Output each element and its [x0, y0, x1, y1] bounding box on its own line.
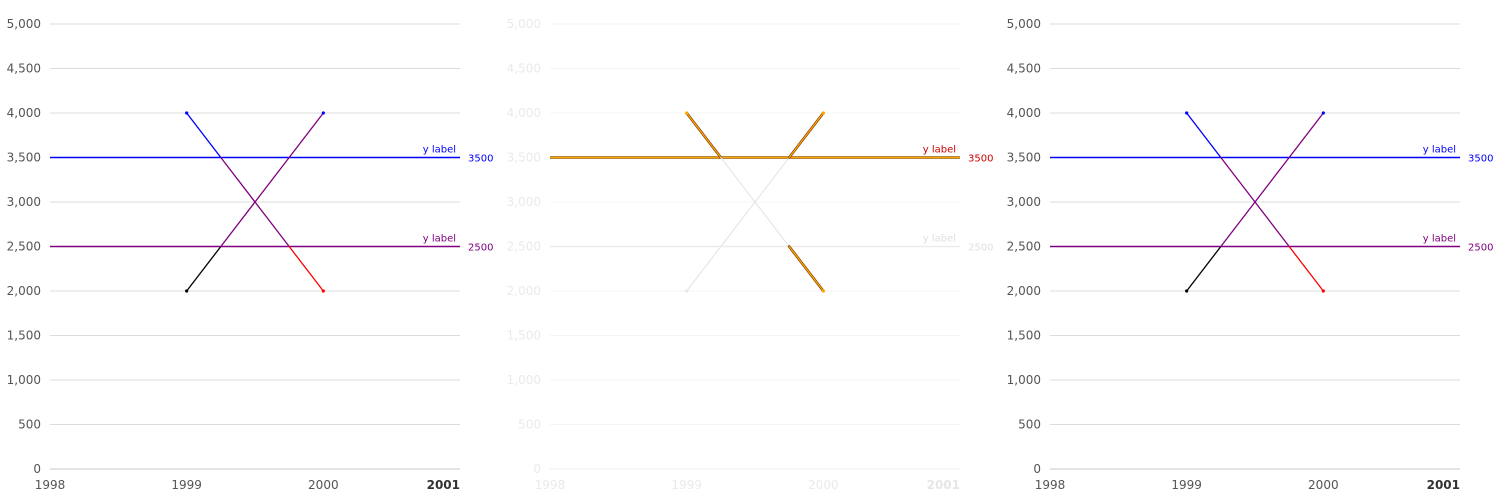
reference-line-label: y label: [923, 234, 956, 245]
x-tick-label: 2000: [308, 478, 339, 492]
data-point: [1185, 111, 1189, 115]
series-segment: [186, 112, 222, 159]
data-point: [185, 289, 189, 293]
reference-line-value: 3500: [968, 154, 993, 165]
series-segment: [288, 112, 324, 159]
series-segment: [720, 156, 790, 248]
reference-line-label: y label: [423, 145, 456, 156]
series-segment: [220, 156, 290, 248]
series-segment: [788, 245, 824, 292]
y-tick-label: 4,000: [7, 106, 41, 120]
data-point: [321, 111, 325, 115]
series-segment: [288, 245, 324, 292]
y-tick-label: 3,500: [1007, 151, 1041, 165]
reference-line-value: 2500: [468, 243, 493, 254]
data-point: [185, 111, 189, 115]
chart-panel-right: 0 500 1,000 1,500 2,000 2,500 3,000 3,500 4,000 4…: [1007, 17, 1494, 492]
y-tick-label: 2,500: [7, 240, 41, 254]
x-tick-label: 1999: [1171, 478, 1202, 492]
y-tick-label: 5,000: [7, 17, 41, 31]
y-tick-label: 2,000: [507, 284, 541, 298]
data-point: [321, 289, 325, 293]
y-tick-label: 500: [518, 418, 541, 432]
data-point: [685, 289, 689, 293]
chart-panel-middle: 0 500 1,000 1,500 2,000 2,500 3,000 3,500 4,000 4…: [507, 17, 994, 492]
reference-line-value: 3500: [1468, 154, 1493, 165]
y-tick-label: 1,500: [1007, 329, 1041, 343]
y-tick-label: 1,500: [7, 329, 41, 343]
y-tick-label: 500: [18, 418, 41, 432]
series-segment: [1220, 156, 1290, 248]
reference-line-label: y label: [1423, 234, 1456, 245]
y-tick-label: 500: [1018, 418, 1041, 432]
y-tick-label: 4,000: [1007, 106, 1041, 120]
data-point: [1321, 111, 1325, 115]
y-tick-label: 1,000: [1007, 373, 1041, 387]
y-tick-label: 4,500: [507, 62, 541, 76]
y-tick-label: 1,000: [7, 373, 41, 387]
data-point: [821, 289, 825, 293]
y-tick-label: 4,500: [7, 62, 41, 76]
x-tick-label: 2001: [1427, 478, 1460, 492]
y-tick-label: 3,000: [507, 195, 541, 209]
x-tick-label: 1998: [535, 478, 566, 492]
y-tick-label: 0: [1033, 462, 1041, 476]
series-segment: [1288, 112, 1324, 159]
y-tick-label: 5,000: [1007, 17, 1041, 31]
series-segment: [1288, 245, 1324, 292]
y-tick-label: 2,000: [1007, 284, 1041, 298]
y-tick-label: 3,000: [1007, 195, 1041, 209]
y-tick-label: 3,500: [507, 151, 541, 165]
chart-panel-left: 0 500 1,000 1,500 2,000 2,500 3,000 3,500 4,000 4…: [7, 17, 494, 492]
x-tick-label: 2000: [1308, 478, 1339, 492]
data-point: [685, 111, 689, 115]
data-point: [1185, 289, 1189, 293]
y-tick-label: 5,000: [507, 17, 541, 31]
y-tick-label: 0: [533, 462, 541, 476]
y-tick-label: 3,500: [7, 151, 41, 165]
x-tick-label: 1999: [171, 478, 202, 492]
reference-line-value: 3500: [468, 154, 493, 165]
y-tick-label: 2,000: [7, 284, 41, 298]
data-point: [1321, 289, 1325, 293]
y-tick-label: 1,500: [507, 329, 541, 343]
y-tick-label: 4,500: [1007, 62, 1041, 76]
x-tick-label: 1998: [35, 478, 66, 492]
series-segment: [1186, 112, 1222, 159]
y-tick-label: 0: [33, 462, 41, 476]
data-point: [821, 111, 825, 115]
reference-line-value: 2500: [1468, 243, 1493, 254]
y-tick-label: 4,000: [507, 106, 541, 120]
series-segment: [788, 112, 824, 159]
series-segment: [686, 245, 722, 292]
x-tick-label: 1999: [671, 478, 702, 492]
series-segment: [686, 112, 722, 159]
x-tick-label: 1998: [1035, 478, 1066, 492]
y-tick-label: 2,500: [507, 240, 541, 254]
x-tick-label: 2000: [808, 478, 839, 492]
series-segment: [186, 245, 222, 292]
reference-line-label: y label: [1423, 145, 1456, 156]
y-tick-label: 3,000: [7, 195, 41, 209]
y-tick-label: 1,000: [507, 373, 541, 387]
reference-line-label: y label: [923, 145, 956, 156]
reference-line-value: 2500: [968, 243, 993, 254]
series-segment: [1186, 245, 1222, 292]
x-tick-label: 2001: [927, 478, 960, 492]
y-tick-label: 2,500: [1007, 240, 1041, 254]
reference-line-label: y label: [423, 234, 456, 245]
x-tick-label: 2001: [427, 478, 460, 492]
